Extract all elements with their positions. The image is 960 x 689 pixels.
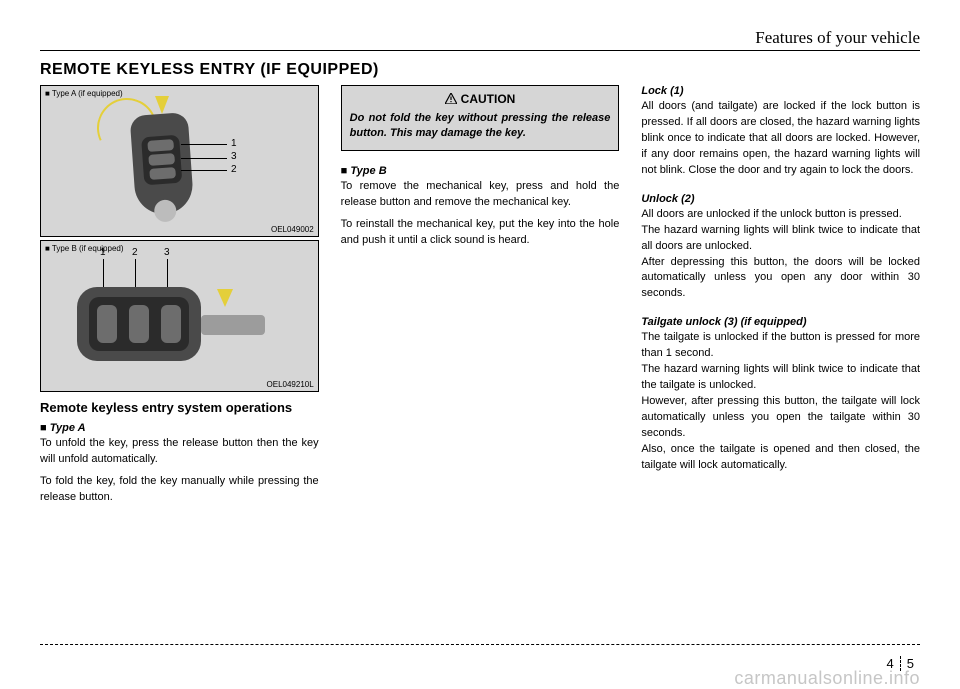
callout-2: 2: [231, 164, 237, 175]
section-title: REMOTE KEYLESS ENTRY (IF EQUIPPED): [40, 61, 920, 79]
keyfob-a-pad: [141, 135, 182, 186]
keyfob-a: [130, 112, 195, 216]
tailgate-head: Tailgate unlock (3) (if equipped): [641, 316, 920, 328]
unlock-p3: After depressing this button, the doors …: [641, 255, 920, 303]
keyfob-b-pad: [89, 297, 189, 351]
type-a-p1: To unfold the key, press the release but…: [40, 436, 319, 468]
figure-a-code: OEL049002: [271, 225, 314, 234]
type-b-label: ■ Type B: [341, 165, 620, 177]
figure-type-b: ■ Type B (if equipped) 1 2 3 OEL049210L: [40, 240, 319, 392]
leader-line: [181, 144, 227, 145]
lock-head: Lock (1): [641, 85, 920, 97]
subhead-remote-operations: Remote keyless entry system operations: [40, 400, 319, 416]
watermark: carmanualsonline.info: [734, 668, 920, 689]
figure-type-a: ■ Type A (if equipped) 1 3 2 OEL0: [40, 85, 319, 237]
type-a-p2: To fold the key, fold the key manually w…: [40, 474, 319, 506]
type-b-p1: To remove the mechanical key, press and …: [341, 179, 620, 211]
callout-1: 1: [100, 247, 106, 258]
callout-1: 1: [231, 138, 237, 149]
callout-2: 2: [132, 247, 138, 258]
callout-3: 3: [164, 247, 170, 258]
tail-p3: However, after pressing this button, the…: [641, 394, 920, 442]
header-rule: [40, 50, 920, 51]
spacer: [641, 185, 920, 193]
page: Features of your vehicle REMOTE KEYLESS …: [0, 0, 960, 512]
unlock-p1: All doors are unlocked if the unlock but…: [641, 207, 920, 223]
arrow-down-icon: [155, 96, 169, 114]
keyfob-b-btn-1: [97, 305, 117, 343]
keyfob-a-tip: [154, 199, 177, 222]
callout-3: 3: [231, 151, 237, 162]
keyfob-b-btn-3: [161, 305, 181, 343]
mechanical-key: [201, 315, 265, 335]
column-1: ■ Type A (if equipped) 1 3 2 OEL0: [40, 85, 319, 512]
keyfob-b-btn-2: [129, 305, 149, 343]
column-3: Lock (1) All doors (and tailgate) are lo…: [641, 85, 920, 512]
leader-line: [181, 170, 227, 171]
figure-b-caption: ■ Type B (if equipped): [45, 244, 124, 253]
warning-icon: [445, 93, 457, 107]
spacer: [641, 308, 920, 316]
type-b-p2: To reinstall the mechanical key, put the…: [341, 217, 620, 249]
caution-box: CAUTION Do not fold the key without pres…: [341, 85, 620, 151]
keyfob-a-btn-1: [147, 139, 174, 152]
footer-rule: [40, 644, 920, 645]
caution-heading: CAUTION: [350, 92, 611, 107]
unlock-head: Unlock (2): [641, 193, 920, 205]
type-a-label: ■ Type A: [40, 422, 319, 434]
lock-p: All doors (and tailgate) are locked if t…: [641, 99, 920, 179]
column-2: CAUTION Do not fold the key without pres…: [341, 85, 620, 512]
tail-p1: The tailgate is unlocked if the button i…: [641, 330, 920, 362]
figure-a-caption: ■ Type A (if equipped): [45, 89, 123, 98]
unlock-p2: The hazard warning lights will blink twi…: [641, 223, 920, 255]
keyfob-a-btn-2: [148, 153, 175, 166]
leader-line: [181, 158, 227, 159]
caution-body: Do not fold the key without pressing the…: [350, 111, 611, 142]
arrow-down-icon: [217, 289, 233, 307]
tail-p2: The hazard warning lights will blink twi…: [641, 362, 920, 394]
tail-p4: Also, once the tailgate is opened and th…: [641, 442, 920, 474]
running-head: Features of your vehicle: [40, 28, 920, 48]
content-columns: ■ Type A (if equipped) 1 3 2 OEL0: [40, 85, 920, 512]
keyfob-a-btn-3: [149, 167, 176, 180]
keyfob-b: [77, 287, 201, 361]
caution-head-text: CAUTION: [461, 92, 516, 106]
figure-b-code: OEL049210L: [267, 380, 314, 389]
